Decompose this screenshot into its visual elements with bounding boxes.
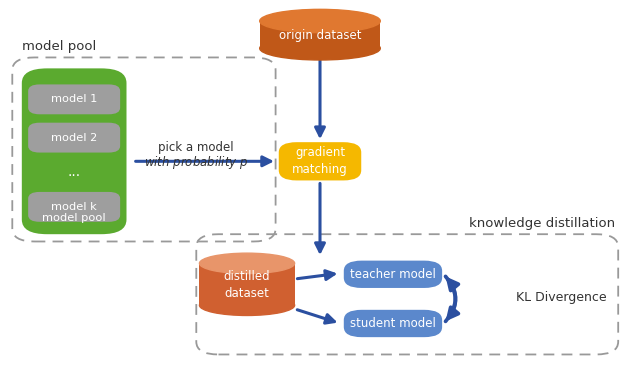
Ellipse shape [200,295,294,316]
Text: student model: student model [350,317,436,330]
Ellipse shape [200,253,294,273]
Bar [200,263,294,305]
Text: ...: ... [68,165,81,179]
Text: with probability $p$: with probability $p$ [144,154,248,171]
FancyBboxPatch shape [28,192,120,222]
Text: pick a model: pick a model [159,141,234,154]
Ellipse shape [260,37,380,60]
Bar [260,21,380,48]
FancyBboxPatch shape [28,84,120,114]
FancyBboxPatch shape [344,310,442,337]
Text: KL Divergence: KL Divergence [516,292,607,305]
Text: distilled
dataset: distilled dataset [224,270,270,300]
Text: model 2: model 2 [51,132,97,142]
Text: model pool: model pool [42,212,106,222]
FancyBboxPatch shape [22,68,127,234]
Text: model 1: model 1 [51,94,97,104]
Text: knowledge distillation: knowledge distillation [469,217,615,230]
FancyBboxPatch shape [344,260,442,288]
FancyBboxPatch shape [28,123,120,152]
Text: origin dataset: origin dataset [279,29,361,42]
Text: model k: model k [51,202,97,212]
Text: gradient
matching: gradient matching [292,146,348,176]
Text: model pool: model pool [22,40,96,53]
Ellipse shape [260,9,380,33]
Text: teacher model: teacher model [350,268,436,281]
FancyBboxPatch shape [279,142,361,181]
